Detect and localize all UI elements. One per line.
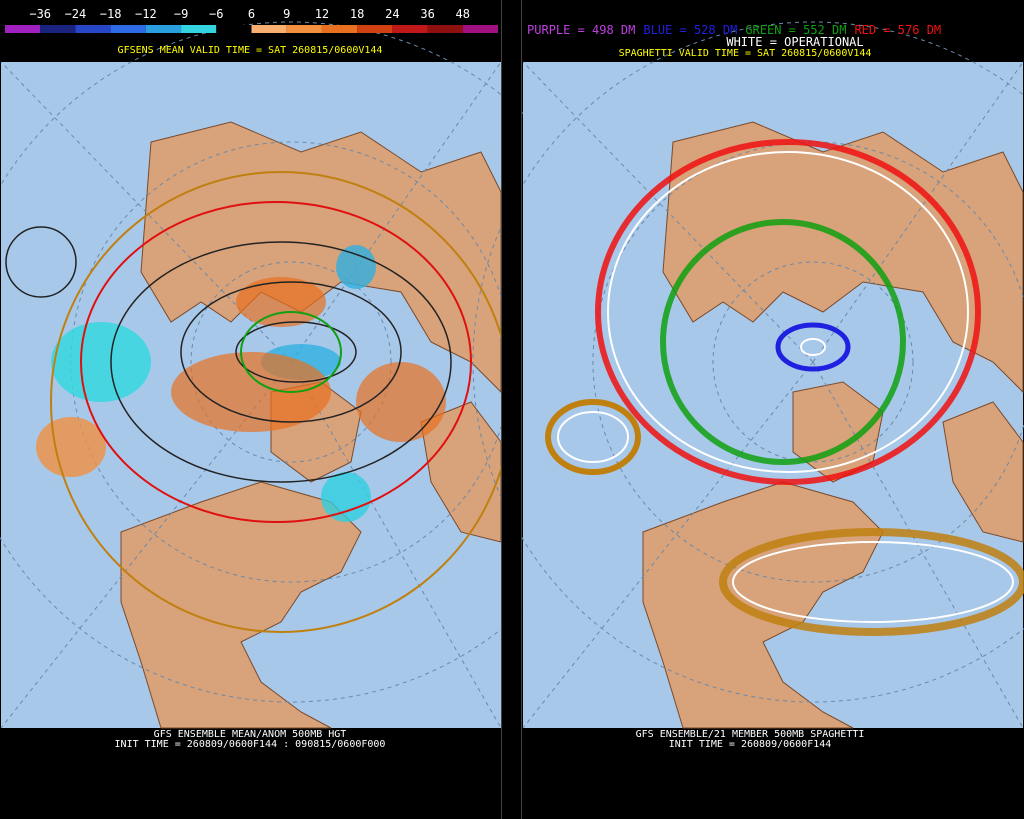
colorbar-swatch: [75, 25, 111, 33]
valid-time: SPAGHETTI VALID TIME = SAT 260815/0600V1…: [619, 48, 872, 59]
colorbar-swatch: [5, 25, 41, 33]
colorbar-label: −6: [209, 7, 223, 21]
colorbar-swatch: [462, 25, 498, 33]
colorbar-swatch: [181, 25, 217, 33]
footer-line: GFS ENSEMBLE MEAN/ANOM 500MB HGT: [154, 729, 347, 740]
colorbar-label: 9: [283, 7, 290, 21]
colorbar-swatch: [392, 25, 428, 33]
colorbar-swatch: [427, 25, 463, 33]
footer-line: GFS ENSEMBLE/21 MEMBER 500MB SPAGHETTI: [636, 729, 865, 740]
colorbar-label: −36: [29, 7, 51, 21]
colorbar-label: 48: [456, 7, 470, 21]
footer-line: INIT TIME = 260809/0600F144: [669, 739, 832, 750]
colorbar-swatch: [110, 25, 146, 33]
colorbar-swatch: [357, 25, 393, 33]
colorbar-label: 24: [385, 7, 399, 21]
left-map: [0, 21, 632, 729]
legend-entry: RED = 576 DM: [854, 23, 941, 37]
colorbar-label: −12: [135, 7, 157, 21]
valid-time: GFSENS MEAN VALID TIME = SAT 260815/0600…: [118, 45, 383, 56]
colorbar-label: 12: [315, 7, 329, 21]
colorbar-swatch: [251, 25, 287, 33]
footer-line: INIT TIME = 260809/0600F144 : 090815/060…: [115, 739, 386, 750]
divider: [501, 0, 522, 819]
colorbar-swatch: [145, 25, 182, 33]
colorbar-swatch: [286, 25, 322, 33]
colorbar-label: −9: [174, 7, 188, 21]
colorbar: −36 −24 −18 −12 −9 −6 6 9 12 18 24 36 48: [5, 7, 498, 33]
colorbar-swatch: [216, 25, 252, 33]
colorbar-label: −24: [65, 7, 87, 21]
colorbar-label: −18: [100, 7, 122, 21]
spaghetti-legend: PURPLE = 498 DM BLUE = 528 DM GREEN = 552 …: [527, 23, 941, 37]
legend-entry: GREEN = 552 DM: [745, 23, 846, 37]
colorbar-label: 18: [350, 7, 364, 21]
operational-label: WHITE = OPERATIONAL: [726, 35, 863, 49]
colorbar-label: 36: [420, 7, 434, 21]
legend-entry: BLUE = 528 DM: [643, 23, 737, 37]
colorbar-swatch: [321, 25, 358, 33]
legend-entry: PURPLE = 498 DM: [527, 23, 635, 37]
colorbar-swatch: [40, 25, 76, 33]
colorbar-label: 6: [248, 7, 255, 21]
right-map: [472, 21, 1024, 729]
